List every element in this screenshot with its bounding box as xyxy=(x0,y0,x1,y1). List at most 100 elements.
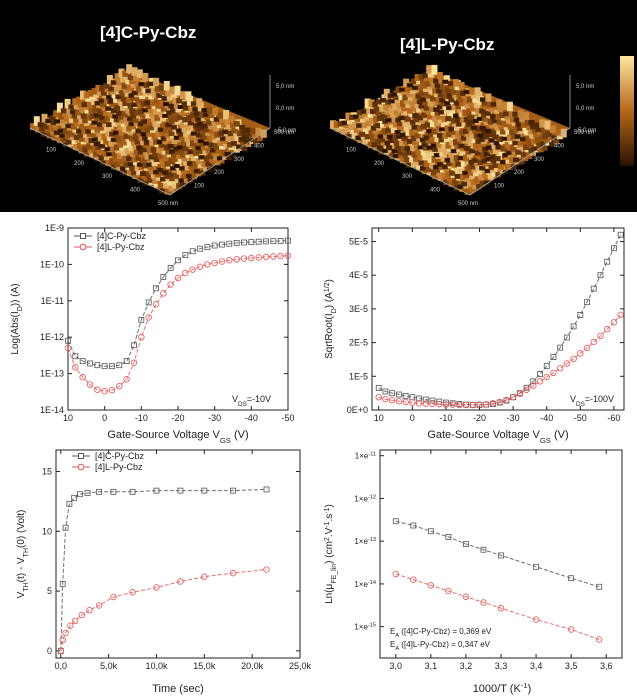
x-tick-label: 0 xyxy=(410,413,415,423)
afm-surface-cell xyxy=(518,110,524,118)
afm-surface-cell xyxy=(203,141,209,145)
afm-surface-cell xyxy=(437,72,443,79)
legend-label: [4]C-Py-Cbz xyxy=(95,451,145,461)
afm-surface-cell xyxy=(153,78,159,86)
afm-surface-cell xyxy=(405,146,411,151)
afm-surface-cell xyxy=(58,129,64,133)
x-tick-label: 25,0k xyxy=(289,661,312,671)
afm-surface-cell xyxy=(162,170,168,174)
afm-surface-cell xyxy=(462,182,468,187)
y-axis-label: VTH(t) - VTH(0) (Volt) xyxy=(16,510,30,599)
afm-z-tick: 0,0 nm xyxy=(576,106,594,112)
afm-surface-cell xyxy=(459,82,465,90)
afm-surface-cell xyxy=(55,119,61,123)
data-point xyxy=(605,259,610,264)
series-fit-line xyxy=(379,315,621,405)
afm-surface-cell xyxy=(197,122,203,126)
data-point xyxy=(393,571,399,577)
afm-surface-cell xyxy=(480,97,486,101)
data-point xyxy=(557,365,563,371)
data-point xyxy=(264,567,270,573)
afm-surface-cell xyxy=(202,108,208,112)
afm-x-tick: 200 xyxy=(374,161,385,167)
afm-surface-cell xyxy=(387,135,393,139)
afm-surface-cell xyxy=(507,102,513,112)
afm-surface-cell xyxy=(513,158,519,163)
annotation-vds: VDS=-100V xyxy=(570,394,614,408)
afm-surface-cell xyxy=(449,127,455,132)
afm-surface-cell xyxy=(359,132,365,137)
x-tick-label: -20 xyxy=(171,413,184,423)
plot-frame xyxy=(372,228,624,410)
afm-surface-cell xyxy=(422,73,428,78)
x-axis-label: Gate-Source Voltage VGS (V) xyxy=(107,429,248,444)
afm-surface-cell xyxy=(512,141,518,146)
afm-surface-cell xyxy=(550,126,556,134)
afm-surface-cell xyxy=(492,135,498,140)
afm-surface-cell xyxy=(194,169,200,174)
afm-surface-cell xyxy=(395,130,401,134)
afm-surface-cell xyxy=(419,160,425,165)
afm-surface-cell xyxy=(209,142,215,147)
afm-y-tick: 400 xyxy=(254,143,265,149)
afm-surface-cell xyxy=(385,128,391,133)
x-tick-label: 10 xyxy=(374,413,384,423)
afm-surface-cell xyxy=(229,116,235,123)
y-axis-label: SqrtRoot(ID) (A1/2) xyxy=(324,279,338,359)
afm-surface-cell xyxy=(191,101,197,106)
afm-surface-cell xyxy=(82,102,88,107)
afm-surface-cell xyxy=(356,123,362,128)
y-tick-label: 1×e-15 xyxy=(354,623,376,632)
legend-marker xyxy=(81,234,86,239)
chart-vth-shift: 0,0 5,0k 10,0k 15,0k 20,0k 25,0k 0 5 10 15 [4]C-Py… xyxy=(0,444,318,699)
afm-surface-cell xyxy=(92,137,98,141)
afm-surface-cell xyxy=(489,154,495,159)
afm-surface-cell xyxy=(106,122,112,127)
afm-y-tick: 200 xyxy=(514,170,525,176)
afm-x-tick: 500 nm xyxy=(458,201,478,207)
afm-surface-cell xyxy=(502,102,508,110)
afm-surface-cell xyxy=(512,112,518,117)
data-point xyxy=(190,249,195,254)
afm-surface-cell xyxy=(437,133,443,138)
x-tick-label: 0,0 xyxy=(55,661,68,671)
afm-surface-cell xyxy=(515,134,521,138)
series-fit-line xyxy=(61,489,267,650)
y-tick-label: 0E+0 xyxy=(347,405,368,415)
afm-surface-cell xyxy=(515,122,521,127)
afm-surface-cell xyxy=(116,111,122,116)
afm-x-tick: 300 xyxy=(102,174,113,180)
afm-surface-cell xyxy=(65,124,71,129)
series-fit-line xyxy=(68,241,288,367)
afm-surface-cell xyxy=(468,114,474,120)
x-tick-label: 3,2 xyxy=(460,661,473,671)
afm-surface-cell xyxy=(434,153,440,157)
x-tick-label: -50 xyxy=(574,413,587,423)
afm-right-title: [4]L-Py-Cbz xyxy=(400,35,494,54)
afm-surface-cell xyxy=(222,130,228,135)
afm-surface-cell xyxy=(448,81,454,86)
afm-surface-cell xyxy=(375,123,381,128)
afm-surface-cell xyxy=(406,150,412,155)
afm-surface-cell xyxy=(109,86,115,91)
afm-x-tick: 100 xyxy=(46,147,57,153)
afm-left-surface: 100 200 300 400 500 nm 100 200 300 400 500 nm 5,0 … xyxy=(30,64,296,207)
data-point xyxy=(87,607,93,613)
afm-surface-cell xyxy=(61,108,67,113)
afm-surface-cell xyxy=(485,129,491,133)
afm-surface-cell xyxy=(502,137,508,141)
x-tick-label: -40 xyxy=(245,413,258,423)
afm-surface-cell xyxy=(496,99,502,107)
afm-surface-cell xyxy=(361,109,367,114)
afm-surface-cell xyxy=(412,113,418,118)
afm-surface-cell xyxy=(207,107,213,113)
afm-surface-cell xyxy=(115,105,121,110)
afm-y-tick: 300 xyxy=(534,157,545,163)
y-tick-label: 1E-11 xyxy=(41,296,64,306)
x-axis-label: Gate-Source Voltage VGS (V) xyxy=(427,429,568,444)
legend-label: [4]C-Py-Cbz xyxy=(97,231,147,241)
series-fit-line xyxy=(61,570,267,651)
x-tick-label: 3,3 xyxy=(495,661,508,671)
afm-surface-cell xyxy=(132,67,138,76)
chart-arrhenius: 3,0 3,1 3,2 3,3 3,4 3,5 3,6 1×e-11 1×e-12 1×e-13 1… xyxy=(318,444,637,699)
